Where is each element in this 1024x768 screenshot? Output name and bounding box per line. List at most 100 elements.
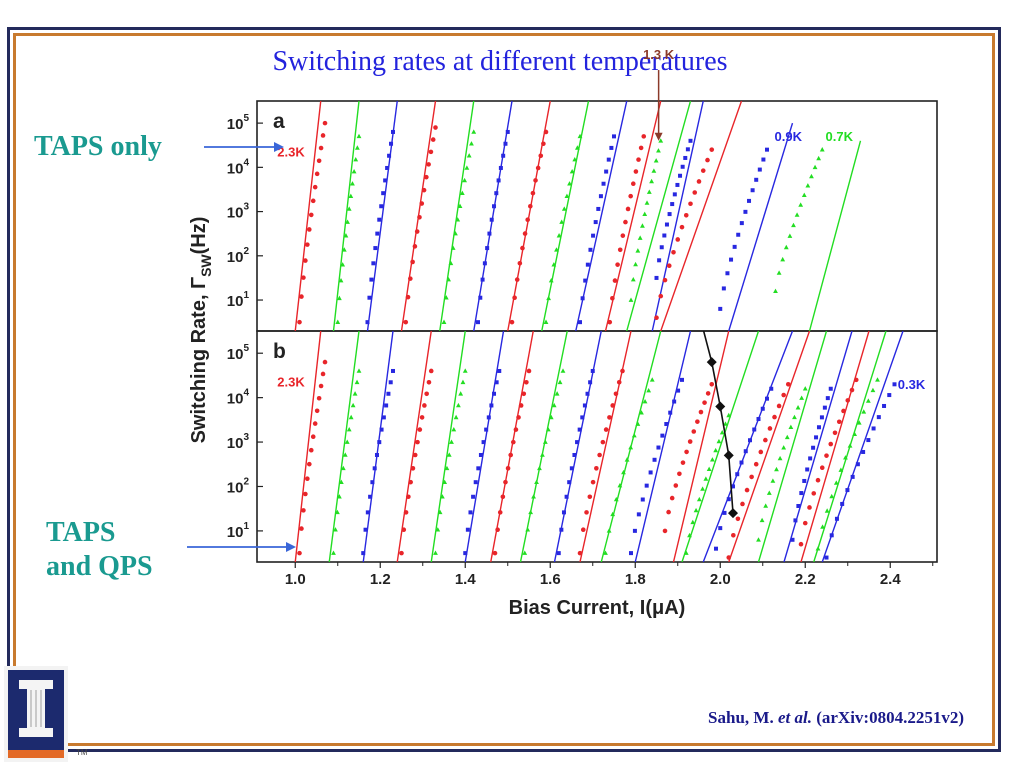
data-point bbox=[478, 295, 483, 300]
taps-only-label: TAPS only bbox=[34, 131, 162, 162]
data-point bbox=[892, 382, 897, 387]
x-tick-label: 2.0 bbox=[710, 571, 731, 588]
data-point bbox=[824, 453, 829, 458]
data-point bbox=[753, 461, 759, 467]
data-point bbox=[548, 414, 554, 420]
data-point bbox=[401, 527, 407, 533]
x-tick-label: 1.4 bbox=[455, 571, 477, 588]
data-point bbox=[405, 294, 411, 300]
data-point bbox=[671, 249, 676, 255]
data-point bbox=[455, 402, 461, 408]
data-point bbox=[834, 516, 839, 521]
data-point bbox=[662, 277, 668, 283]
data-point bbox=[542, 439, 548, 444]
y-tick-base: 10 bbox=[227, 205, 244, 222]
data-point bbox=[505, 466, 511, 471]
data-point bbox=[494, 380, 499, 385]
fit-line bbox=[783, 331, 853, 562]
data-point bbox=[829, 533, 834, 538]
data-point bbox=[719, 430, 725, 435]
data-point bbox=[658, 293, 664, 299]
data-point bbox=[415, 439, 420, 445]
data-point bbox=[721, 286, 726, 291]
data-point bbox=[580, 415, 585, 420]
data-point bbox=[752, 427, 757, 432]
fit-line bbox=[702, 331, 794, 562]
data-point bbox=[361, 551, 366, 556]
fit-line bbox=[507, 101, 551, 331]
data-point bbox=[838, 467, 844, 472]
crossover-point bbox=[723, 450, 734, 461]
data-point bbox=[498, 165, 503, 170]
panel-label-a: a bbox=[273, 110, 285, 133]
data-point bbox=[776, 403, 782, 409]
data-point bbox=[664, 222, 669, 227]
data-point bbox=[792, 414, 797, 420]
data-point bbox=[807, 505, 812, 510]
data-point bbox=[511, 439, 516, 445]
data-point bbox=[636, 512, 641, 517]
data-point bbox=[301, 508, 306, 513]
data-point bbox=[308, 212, 314, 218]
data-point bbox=[861, 409, 867, 414]
data-point bbox=[464, 165, 470, 170]
data-point bbox=[610, 511, 616, 517]
data-point bbox=[617, 247, 623, 253]
data-point bbox=[336, 494, 342, 499]
data-point bbox=[761, 157, 766, 162]
data-point bbox=[740, 501, 745, 507]
data-point bbox=[754, 177, 759, 182]
data-point bbox=[652, 457, 657, 462]
data-point bbox=[514, 277, 520, 282]
y-tick-label: 103 bbox=[227, 202, 250, 222]
data-point bbox=[726, 497, 731, 502]
data-point bbox=[305, 242, 310, 247]
data-point bbox=[338, 479, 344, 484]
fit-line bbox=[473, 101, 513, 331]
data-point bbox=[508, 452, 513, 458]
fit-line bbox=[604, 101, 662, 331]
data-point bbox=[744, 487, 750, 493]
y-tick-label: 101 bbox=[227, 290, 250, 310]
data-point bbox=[853, 377, 859, 383]
data-point bbox=[688, 138, 693, 143]
data-point bbox=[669, 495, 675, 501]
data-point bbox=[301, 275, 306, 280]
data-point bbox=[796, 504, 801, 509]
data-point bbox=[641, 134, 647, 139]
fit-line bbox=[439, 101, 475, 331]
data-point bbox=[587, 494, 593, 500]
data-point bbox=[735, 472, 740, 477]
data-point bbox=[370, 480, 375, 485]
data-point bbox=[580, 296, 585, 301]
y-tick-base: 10 bbox=[227, 160, 244, 177]
data-point bbox=[534, 479, 539, 484]
data-point bbox=[466, 153, 472, 158]
fit-line bbox=[800, 331, 870, 562]
data-point bbox=[593, 220, 598, 225]
data-point bbox=[368, 494, 373, 499]
data-point bbox=[743, 449, 748, 454]
x-tick-label: 1.0 bbox=[285, 571, 306, 588]
fit-line bbox=[808, 140, 862, 331]
data-point bbox=[631, 433, 637, 438]
fit-line bbox=[660, 101, 743, 331]
data-point bbox=[670, 202, 675, 207]
data-point bbox=[766, 490, 772, 495]
x-tick-label: 1.6 bbox=[540, 571, 561, 588]
data-point bbox=[513, 427, 519, 432]
data-point bbox=[551, 262, 557, 267]
data-point bbox=[583, 278, 588, 283]
data-point bbox=[403, 319, 409, 325]
data-point bbox=[450, 245, 456, 250]
data-point bbox=[816, 155, 822, 161]
y-tick-exponent: 3 bbox=[243, 432, 249, 443]
data-point bbox=[391, 129, 395, 134]
data-point bbox=[453, 414, 459, 420]
data-point bbox=[866, 438, 871, 443]
y-tick-base: 10 bbox=[227, 479, 244, 496]
data-point bbox=[556, 551, 561, 556]
data-point bbox=[765, 147, 769, 152]
data-point bbox=[855, 462, 860, 467]
data-point bbox=[500, 494, 506, 500]
